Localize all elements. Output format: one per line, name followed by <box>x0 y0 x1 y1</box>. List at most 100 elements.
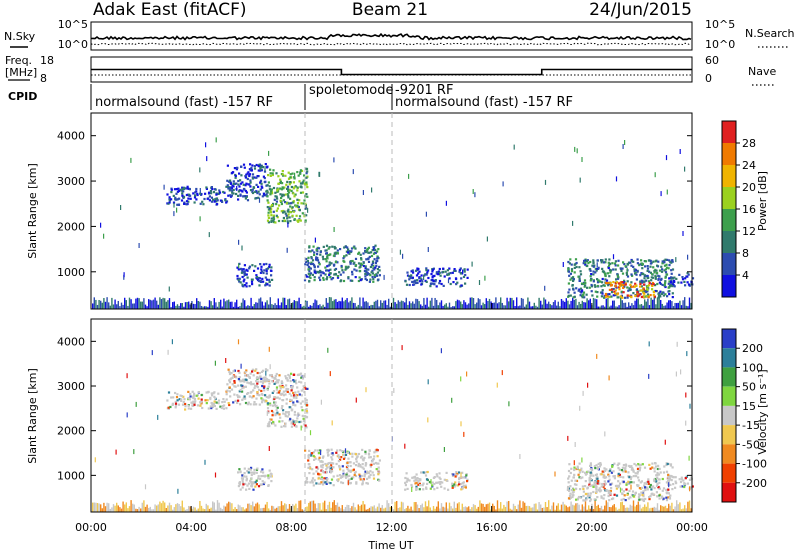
echo-cell <box>370 263 373 266</box>
echo-cell <box>333 247 337 250</box>
echo-cell <box>267 411 270 414</box>
echo-cell <box>586 286 589 289</box>
echo-cell <box>275 200 278 203</box>
echo-cell <box>413 479 416 482</box>
echo-cell <box>653 479 656 483</box>
echo-cell <box>207 390 210 393</box>
echo-cell <box>241 398 244 401</box>
echo-cell <box>290 385 293 388</box>
echo-cell <box>460 284 463 287</box>
echo-cell <box>463 270 466 273</box>
echo-cell <box>303 391 306 394</box>
echo-cell <box>653 487 656 490</box>
echo-cell <box>588 483 591 486</box>
scatter-cell <box>665 155 668 161</box>
echo-cell <box>376 255 379 258</box>
echo-cell <box>640 281 644 284</box>
clutter-cell <box>159 297 161 309</box>
echo-cell <box>589 462 592 465</box>
clutter-cell <box>562 300 564 309</box>
echo-cell <box>613 477 616 480</box>
echo-cell <box>372 252 376 255</box>
echo-cell <box>208 199 211 202</box>
echo-cell <box>187 404 190 407</box>
clutter-cell <box>149 506 151 512</box>
clutter-cell <box>458 502 460 512</box>
echo-cell <box>272 221 276 224</box>
echo-cell <box>246 484 249 487</box>
echo-cell <box>454 481 457 484</box>
echo-cell <box>631 490 635 493</box>
scatter-cell <box>425 211 427 217</box>
echo-cell <box>278 389 281 393</box>
echo-cell <box>354 453 357 456</box>
echo-cell <box>299 219 302 222</box>
echo-cell <box>630 259 633 262</box>
clutter-cell <box>316 300 318 309</box>
echo-cell <box>339 458 342 461</box>
clutter-cell <box>602 305 604 309</box>
echo-cell <box>332 466 335 469</box>
echo-cell <box>580 467 583 470</box>
echo-cell <box>655 290 658 293</box>
echo-cell <box>658 275 661 278</box>
echo-cell <box>206 197 209 200</box>
echo-cell <box>313 251 316 254</box>
echo-cell <box>588 481 591 484</box>
echo-cell <box>238 481 241 484</box>
echo-cell <box>620 488 623 491</box>
echo-cell <box>355 456 358 459</box>
echo-cell <box>268 421 271 424</box>
echo-cell <box>294 395 297 398</box>
echo-cell <box>308 472 311 475</box>
scatter-cell <box>596 262 598 268</box>
clutter-cell <box>135 298 137 309</box>
echo-cell <box>325 269 328 272</box>
echo-cell <box>261 195 264 198</box>
clutter-cell <box>210 507 212 512</box>
echo-cell <box>284 425 287 428</box>
echo-cell <box>279 187 282 190</box>
echo-cell <box>646 488 649 491</box>
echo-cell <box>237 369 240 373</box>
echo-cell <box>261 384 264 388</box>
echo-cell <box>619 475 622 478</box>
scatter-cell <box>587 382 589 388</box>
echo-cell <box>652 283 655 286</box>
echo-cell <box>273 198 276 201</box>
clutter-cell <box>680 509 683 512</box>
scatter-cell <box>355 397 357 403</box>
clutter-cell <box>420 505 422 512</box>
echo-cell <box>433 488 436 491</box>
echo-cell <box>209 405 212 408</box>
echo-cell <box>178 197 181 200</box>
echo-cell <box>442 267 445 270</box>
echo-cell <box>308 270 311 273</box>
echo-cell <box>258 388 261 391</box>
echo-cell <box>242 195 245 198</box>
echo-cell <box>265 268 268 271</box>
echo-cell <box>659 290 662 293</box>
echo-cell <box>282 199 285 202</box>
echo-cell <box>298 420 301 424</box>
clutter-cell <box>146 504 148 512</box>
clutter-cell <box>196 298 198 309</box>
echo-cell <box>625 464 628 467</box>
echo-cell <box>431 270 434 273</box>
echo-cell <box>255 183 258 186</box>
echo-cell <box>327 462 330 465</box>
echo-cell <box>604 292 608 296</box>
echo-cell <box>584 284 587 287</box>
echo-cell <box>648 259 651 262</box>
echo-cell <box>596 291 599 294</box>
echo-cell <box>331 466 334 469</box>
echo-cell <box>312 454 315 458</box>
echo-cell <box>612 288 615 291</box>
echo-cell <box>212 198 215 201</box>
echo-cell <box>642 283 646 286</box>
echo-cell <box>628 476 631 479</box>
echo-cell <box>359 262 362 265</box>
echo-cell <box>641 272 644 275</box>
echo-cell <box>245 475 248 478</box>
echo-cell <box>244 397 247 400</box>
